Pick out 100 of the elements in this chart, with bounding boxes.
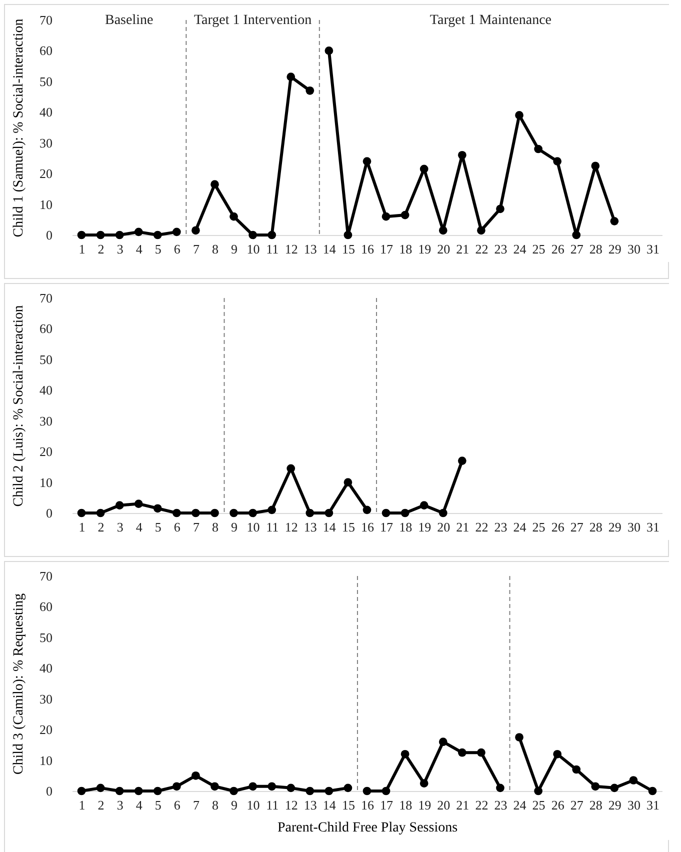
x-tick-label: 5	[154, 520, 162, 534]
x-tick-label: 7	[192, 242, 200, 256]
x-tick-label: 9	[231, 242, 238, 256]
point	[96, 784, 105, 792]
point	[382, 508, 390, 518]
x-tick-label: 27	[570, 520, 584, 534]
y-tick-label: 20	[40, 166, 52, 182]
x-tick-label: 13	[304, 798, 317, 812]
x-tick-label: 4	[136, 520, 143, 534]
x-tick-label: 9	[231, 798, 238, 812]
x-tick-label: 18	[399, 520, 412, 534]
x-tick-label: 17	[380, 242, 394, 256]
x-tick-label: 21	[456, 520, 470, 534]
y-tick-label: 40	[40, 660, 52, 676]
point	[458, 150, 466, 160]
y-tick-label: 40	[40, 104, 52, 120]
x-tick-label: 4	[136, 242, 143, 256]
x-tick-label: 13	[304, 520, 317, 534]
x-tick-label: 11	[266, 520, 279, 534]
x-tick-label: 4	[136, 798, 143, 812]
x-tick-label: 16	[361, 520, 374, 534]
point	[153, 786, 162, 796]
y-tick-label: 30	[40, 413, 52, 428]
x-tick-label: 15	[342, 798, 355, 812]
x-tick-label: 3	[116, 520, 124, 534]
x-tick-label: 6	[174, 242, 181, 256]
x-tick-label: 12	[284, 520, 298, 534]
point	[172, 782, 181, 791]
point	[515, 733, 524, 742]
point	[553, 750, 562, 758]
point	[515, 111, 524, 120]
y-tick-label: 20	[40, 722, 52, 738]
y-tick-label: 60	[40, 43, 52, 58]
x-tick-label: 14	[322, 798, 336, 812]
y-tick-label: 40	[40, 382, 52, 398]
point	[248, 508, 257, 518]
x-tick-label: 24	[513, 798, 527, 812]
x-tick-label: 12	[284, 798, 298, 812]
point	[400, 508, 410, 518]
point	[210, 508, 219, 518]
y-axis-title: Child 1 (Samuel): % Social-interaction	[12, 18, 26, 238]
point	[496, 204, 504, 214]
x-tick-label: 1	[78, 242, 86, 256]
y-tick-label: 60	[40, 599, 52, 614]
point	[77, 508, 86, 518]
x-tick-label: 26	[551, 520, 565, 534]
point	[286, 464, 296, 473]
x-tick-label: 9	[231, 520, 238, 534]
point	[96, 230, 105, 240]
x-tick-label: 22	[475, 520, 488, 534]
x-tick-label: 14	[322, 242, 336, 256]
y-tick-label: 50	[40, 352, 52, 367]
point	[591, 162, 600, 170]
point	[172, 508, 181, 518]
point	[477, 226, 486, 235]
x-tick-label: 28	[589, 798, 602, 812]
y-tick-label: 70	[40, 568, 52, 584]
y-tick-label: 10	[40, 752, 52, 768]
y-tick-label: 30	[40, 135, 52, 150]
x-tick-label: 7	[192, 798, 200, 812]
point	[268, 230, 276, 240]
point	[77, 230, 86, 240]
x-tick-label: 10	[246, 798, 260, 812]
x-tick-label: 30	[627, 520, 640, 534]
point	[344, 478, 352, 486]
point	[268, 506, 276, 514]
point	[344, 784, 352, 792]
x-tick-label: 22	[475, 798, 488, 812]
point	[438, 738, 448, 746]
x-tick-label: 17	[380, 798, 394, 812]
x-tick-label: 27	[570, 798, 584, 812]
point	[192, 771, 200, 780]
point	[496, 784, 504, 792]
point	[438, 226, 448, 235]
x-tick-label: 15	[342, 520, 355, 534]
x-tick-label: 16	[361, 798, 374, 812]
x-tick-label: 12	[284, 242, 298, 256]
y-tick-label: 20	[40, 444, 52, 460]
y-tick-label: 70	[40, 290, 52, 306]
point	[306, 86, 314, 95]
x-tick-label: 22	[475, 242, 488, 256]
x-tick-label: 23	[494, 520, 508, 534]
point	[477, 748, 486, 757]
x-tick-label: 25	[532, 242, 546, 256]
x-tick-label: 28	[589, 520, 602, 534]
point	[286, 784, 296, 792]
x-tick-label: 8	[212, 242, 218, 256]
y-tick-label: 10	[40, 474, 52, 490]
x-tick-label: 2	[98, 520, 104, 534]
point	[210, 782, 219, 791]
point	[306, 508, 314, 518]
point	[458, 456, 466, 465]
x-tick-label: 8	[212, 520, 218, 534]
x-tick-label: 24	[513, 520, 527, 534]
x-tick-label: 29	[608, 798, 622, 812]
x-tick-label: 17	[380, 520, 394, 534]
point	[591, 782, 600, 791]
point	[324, 786, 334, 796]
x-tick-label: 30	[627, 798, 640, 812]
x-tick-label: 5	[154, 242, 162, 256]
